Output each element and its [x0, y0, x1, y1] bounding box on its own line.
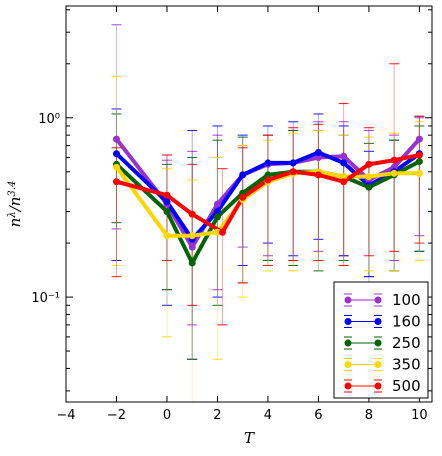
data-point-250 [163, 208, 171, 216]
x-tick-label: 8 [365, 408, 373, 423]
x-tick-label: 6 [314, 408, 322, 423]
data-point-350 [415, 169, 423, 177]
legend-marker-350 [374, 361, 382, 368]
legend-label-350: 350 [392, 356, 421, 374]
legend-marker-350 [344, 361, 352, 368]
data-point-160 [340, 159, 348, 167]
data-point-500 [218, 228, 226, 236]
data-point-250 [415, 158, 423, 166]
data-point-100 [213, 200, 221, 208]
legend-label-500: 500 [392, 377, 421, 395]
legend: 100 160 250 350 500 [333, 281, 429, 399]
data-point-100 [188, 243, 196, 251]
data-point-100 [112, 135, 120, 143]
data-point-160 [163, 198, 171, 206]
plot-frame [65, 5, 433, 403]
series-line-500 [115, 153, 420, 235]
legend-label-100: 100 [392, 291, 421, 309]
data-point-500 [163, 191, 171, 199]
legend-label-250: 250 [392, 334, 421, 352]
legend-label-160: 160 [392, 313, 421, 331]
data-point-160 [239, 171, 247, 179]
data-point-500 [415, 151, 423, 159]
data-point-500 [340, 178, 348, 186]
x-axis-label: T [244, 429, 255, 447]
legend-marker-160 [374, 318, 382, 325]
data-point-350 [365, 173, 373, 181]
data-point-160 [213, 208, 221, 216]
data-point-250 [213, 213, 221, 221]
tick-labels-layer: −4 −2 0 2 4 6 8 10 10⁻¹ 10⁰ [31, 112, 427, 423]
legend-marker-250 [344, 339, 352, 347]
data-point-100 [415, 135, 423, 143]
axis-ticks-layer [65, 6, 432, 402]
x-tick-label: 10 [411, 408, 428, 423]
series-lines-layer [114, 137, 421, 265]
data-point-350 [340, 173, 348, 181]
y-label-superscript: 3.4 [7, 181, 18, 197]
data-point-350 [163, 232, 171, 240]
y-label-superscript: λ [7, 211, 18, 218]
data-point-160 [264, 159, 272, 167]
data-point-250 [188, 259, 196, 267]
series-line-250 [115, 159, 421, 265]
data-point-500 [365, 160, 373, 168]
y-label-base: n [6, 218, 24, 228]
data-point-500 [264, 176, 272, 184]
x-tick-label: −4 [56, 408, 75, 423]
legend-marker-500 [374, 382, 382, 390]
x-tick-label: −2 [107, 408, 126, 423]
x-tick-label: 4 [264, 408, 272, 423]
y-tick-label: 10⁻¹ [31, 291, 60, 306]
data-point-500 [289, 168, 297, 176]
data-point-500 [112, 178, 120, 186]
data-point-250 [264, 171, 272, 179]
data-point-100 [314, 154, 322, 162]
x-tick-label: 2 [213, 408, 221, 423]
legend-marker-100 [374, 296, 382, 304]
data-point-160 [289, 159, 297, 167]
y-tick-label: 10⁰ [38, 112, 60, 127]
data-point-350 [390, 169, 398, 177]
data-point-160 [314, 149, 322, 157]
x-tick-label: 0 [163, 408, 171, 423]
y-axis-label: nλ/n3.4 [6, 181, 24, 228]
data-point-500 [314, 171, 322, 179]
data-point-350 [213, 228, 221, 236]
y-label-base: /n [6, 197, 24, 214]
data-point-350 [112, 163, 120, 171]
data-point-160 [112, 150, 120, 158]
data-point-500 [239, 193, 247, 201]
data-point-500 [188, 210, 196, 218]
legend-marker-100 [344, 296, 352, 304]
data-point-250 [365, 183, 373, 191]
data-point-350 [188, 232, 196, 240]
legend-marker-250 [374, 339, 382, 347]
data-point-500 [390, 156, 398, 164]
legend-marker-160 [344, 318, 352, 325]
legend-marker-500 [344, 382, 352, 390]
series-points-layer [112, 135, 423, 267]
data-point-100 [340, 152, 348, 160]
